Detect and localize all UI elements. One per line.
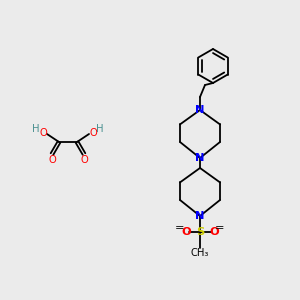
Text: N: N <box>195 211 205 221</box>
Text: =: = <box>175 223 185 233</box>
Text: O: O <box>209 227 219 237</box>
Text: O: O <box>89 128 97 138</box>
Text: O: O <box>80 155 88 165</box>
Text: O: O <box>181 227 191 237</box>
Text: S: S <box>196 227 204 237</box>
Text: N: N <box>195 105 205 115</box>
Text: CH₃: CH₃ <box>191 248 209 258</box>
Text: H: H <box>96 124 104 134</box>
Text: O: O <box>39 128 47 138</box>
Text: =: = <box>215 223 225 233</box>
Text: O: O <box>48 155 56 165</box>
Text: H: H <box>32 124 40 134</box>
Text: N: N <box>195 153 205 163</box>
